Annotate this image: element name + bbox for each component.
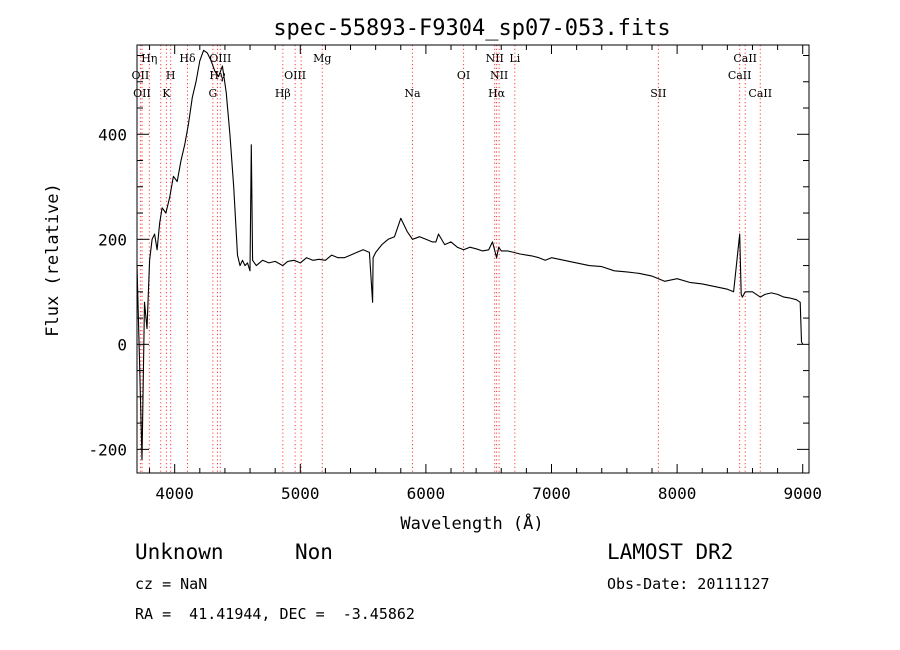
obs-date: Obs-Date: 20111127 (607, 575, 770, 593)
line-label: Li (509, 52, 520, 65)
plot-frame (136, 44, 810, 474)
subclass-label: Non (295, 540, 333, 564)
line-markers (139, 45, 761, 473)
cz-value: cz = NaN (135, 575, 208, 593)
line-label: NII (490, 69, 508, 82)
y-tick-label: 0 (117, 335, 127, 354)
line-labels: OIIOIIHηKHHδGHγOIIIHβOIIIMgNaOINIIHαNIIL… (132, 52, 773, 100)
y-axis-label: Flux (relative) (43, 183, 63, 337)
line-label: CaII (733, 52, 757, 65)
line-label: Hγ (209, 69, 226, 82)
axis-ticks: 4000 5000 6000 7000 8000 9000 -200 0 200 400 (88, 45, 822, 503)
series-group (136, 49, 804, 461)
x-tick-label: 7000 (532, 484, 571, 503)
x-tick-label: 4000 (155, 484, 194, 503)
x-tick-label: 9000 (783, 484, 822, 503)
spectrum-line (136, 49, 804, 461)
line-label: Mg (313, 52, 331, 65)
line-label: Na (404, 87, 421, 100)
line-label: Hβ (275, 87, 291, 100)
line-label: CaII (748, 87, 772, 100)
line-label: SII (650, 87, 666, 100)
line-label: NII (486, 52, 504, 65)
chart-title: spec-55893-F9304_sp07-053.fits (273, 16, 670, 41)
line-label: OII (133, 87, 151, 100)
class-label: Unknown (135, 540, 224, 564)
line-label: OIII (284, 69, 306, 82)
line-label: OIII (209, 52, 231, 65)
line-label: CaII (728, 69, 752, 82)
x-tick-label: 6000 (407, 484, 446, 503)
y-tick-label: 400 (98, 125, 127, 144)
coordinates: RA = 41.41944, DEC = -3.45862 (135, 605, 415, 623)
x-tick-label: 8000 (658, 484, 697, 503)
line-label: G (208, 87, 217, 100)
line-label: Hα (488, 87, 506, 100)
survey-label: LAMOST DR2 (607, 540, 734, 564)
line-label: K (162, 87, 171, 100)
y-tick-label: 200 (98, 230, 127, 249)
y-tick-label: -200 (88, 440, 127, 459)
x-tick-label: 5000 (281, 484, 320, 503)
line-label: OI (457, 69, 470, 82)
line-label: H (166, 69, 176, 82)
line-label: OII (132, 69, 150, 82)
line-label: Hη (141, 52, 157, 65)
x-axis-label: Wavelength (Å) (400, 512, 543, 534)
line-label: Hδ (179, 52, 196, 65)
